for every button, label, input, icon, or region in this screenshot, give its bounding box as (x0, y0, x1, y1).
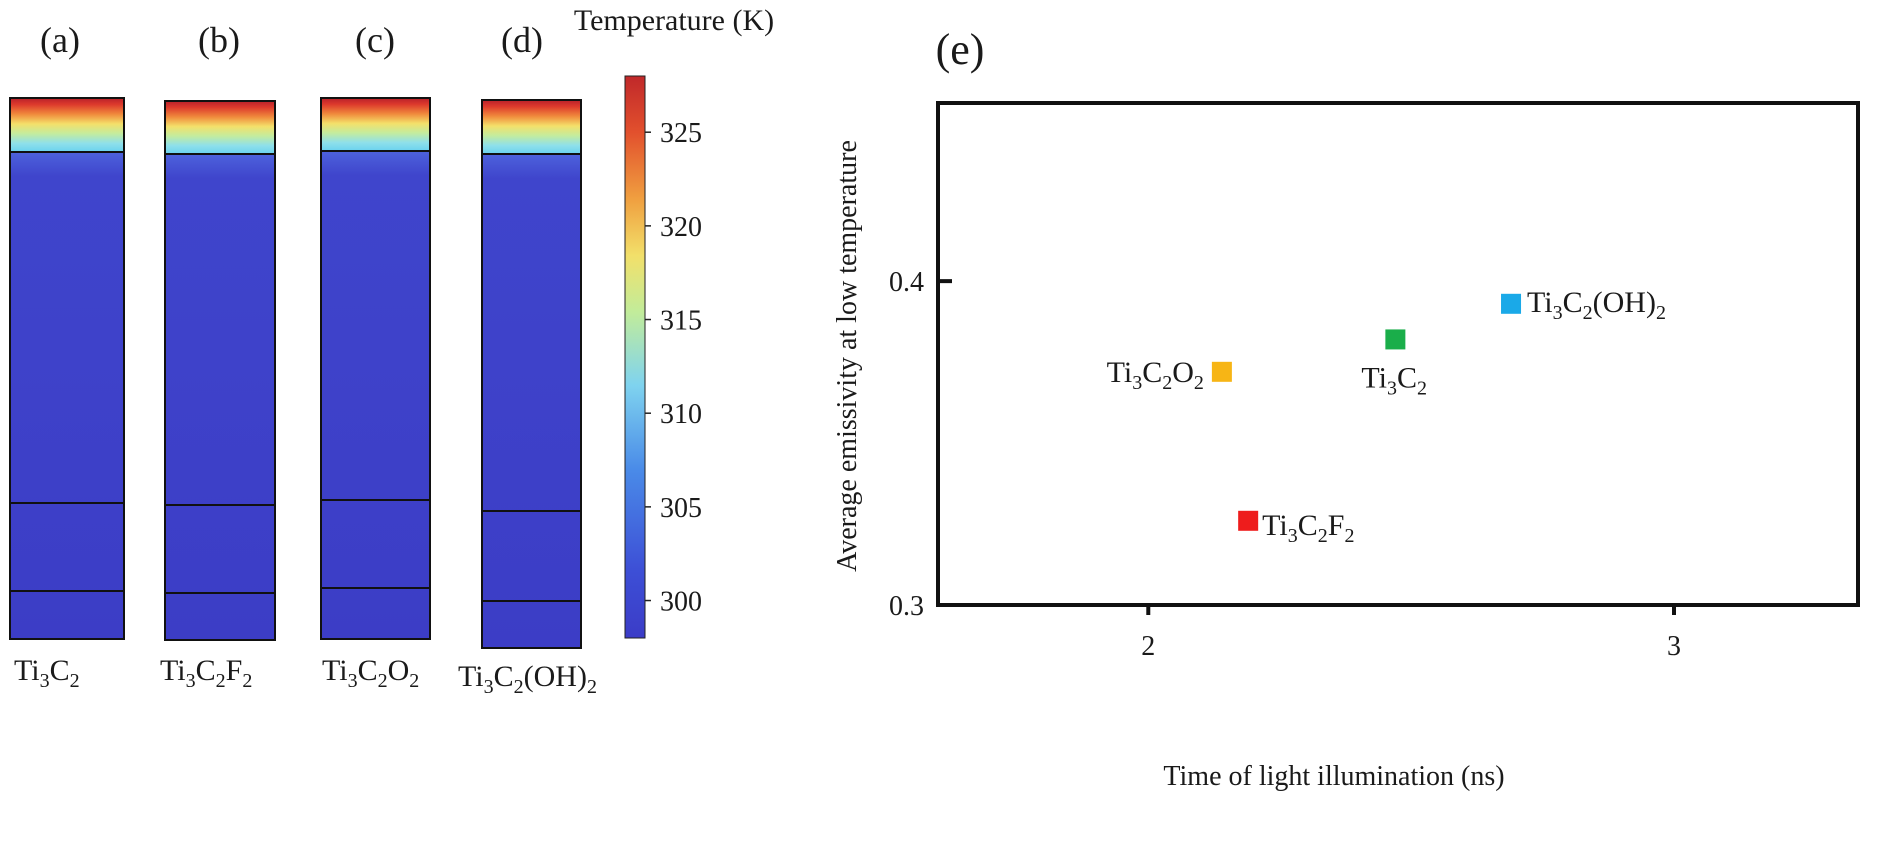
colorbar-tick-label: 315 (660, 306, 702, 337)
material-label-c: Ti3C2O2 (322, 654, 419, 692)
colorbar-ticks: 300 305 310 315 320 325 (645, 118, 702, 618)
x-tick-label: 3 (1667, 631, 1681, 662)
material-label-d: Ti3C2(OH)2 (458, 660, 597, 698)
colorbar-title: Temperature (K) (574, 4, 774, 37)
x-axis-label: Time of light illumination (ns) (1163, 761, 1504, 792)
y-axis-label: Average emissivity at low temperature (832, 140, 863, 572)
point-label-ti3c2f2: Ti3C2F2 (1262, 509, 1354, 547)
point-ti3c2o2 (1211, 361, 1232, 382)
colorbar: Temperature (K) 300 305 310 315 320 325 (574, 4, 774, 639)
panel-a-label: (a) (40, 20, 80, 60)
material-label-b: Ti3C2F2 (160, 654, 252, 692)
point-ti3c2f2 (1238, 510, 1259, 531)
scatter-chart: 2 3 0.3 0.4 Ti3C2 Ti3C2F2 Ti3C2O2 Ti3C2(OH)2 T… (832, 101, 1860, 792)
point-ti3c2 (1385, 329, 1406, 350)
point-label-ti3c2oh2: Ti3C2(OH)2 (1527, 286, 1666, 324)
heatmap-panel-c (320, 97, 431, 640)
panel-b-label: (b) (198, 20, 240, 60)
colorbar-tick-label: 305 (660, 493, 702, 524)
y-tick-label: 0.4 (889, 267, 924, 298)
heatmap-panel-a (9, 97, 125, 640)
colorbar-tick-label: 320 (660, 212, 702, 243)
data-points: Ti3C2 Ti3C2F2 Ti3C2O2 Ti3C2(OH)2 (1107, 286, 1666, 547)
plot-frame (936, 101, 1860, 607)
point-label-ti3c2o2: Ti3C2O2 (1107, 356, 1204, 394)
y-tick-label: 0.3 (889, 591, 924, 622)
heatmap-panel-d (481, 99, 582, 649)
point-label-ti3c2: Ti3C2 (1361, 361, 1427, 399)
panel-c-label: (c) (355, 20, 395, 60)
heatmap-panel-b (164, 100, 276, 641)
panel-d-label: (d) (501, 20, 543, 60)
material-label-a: Ti3C2 (14, 654, 80, 692)
colorbar-tick-label: 310 (660, 399, 702, 430)
point-ti3c2oh2 (1501, 293, 1522, 314)
x-tick-label: 2 (1141, 631, 1155, 662)
colorbar-tick-label: 325 (660, 118, 702, 149)
axis-ticks: 2 3 0.3 0.4 (889, 267, 1681, 662)
colorbar-tick-label: 300 (660, 587, 702, 618)
panel-e-label: (e) (936, 25, 985, 74)
